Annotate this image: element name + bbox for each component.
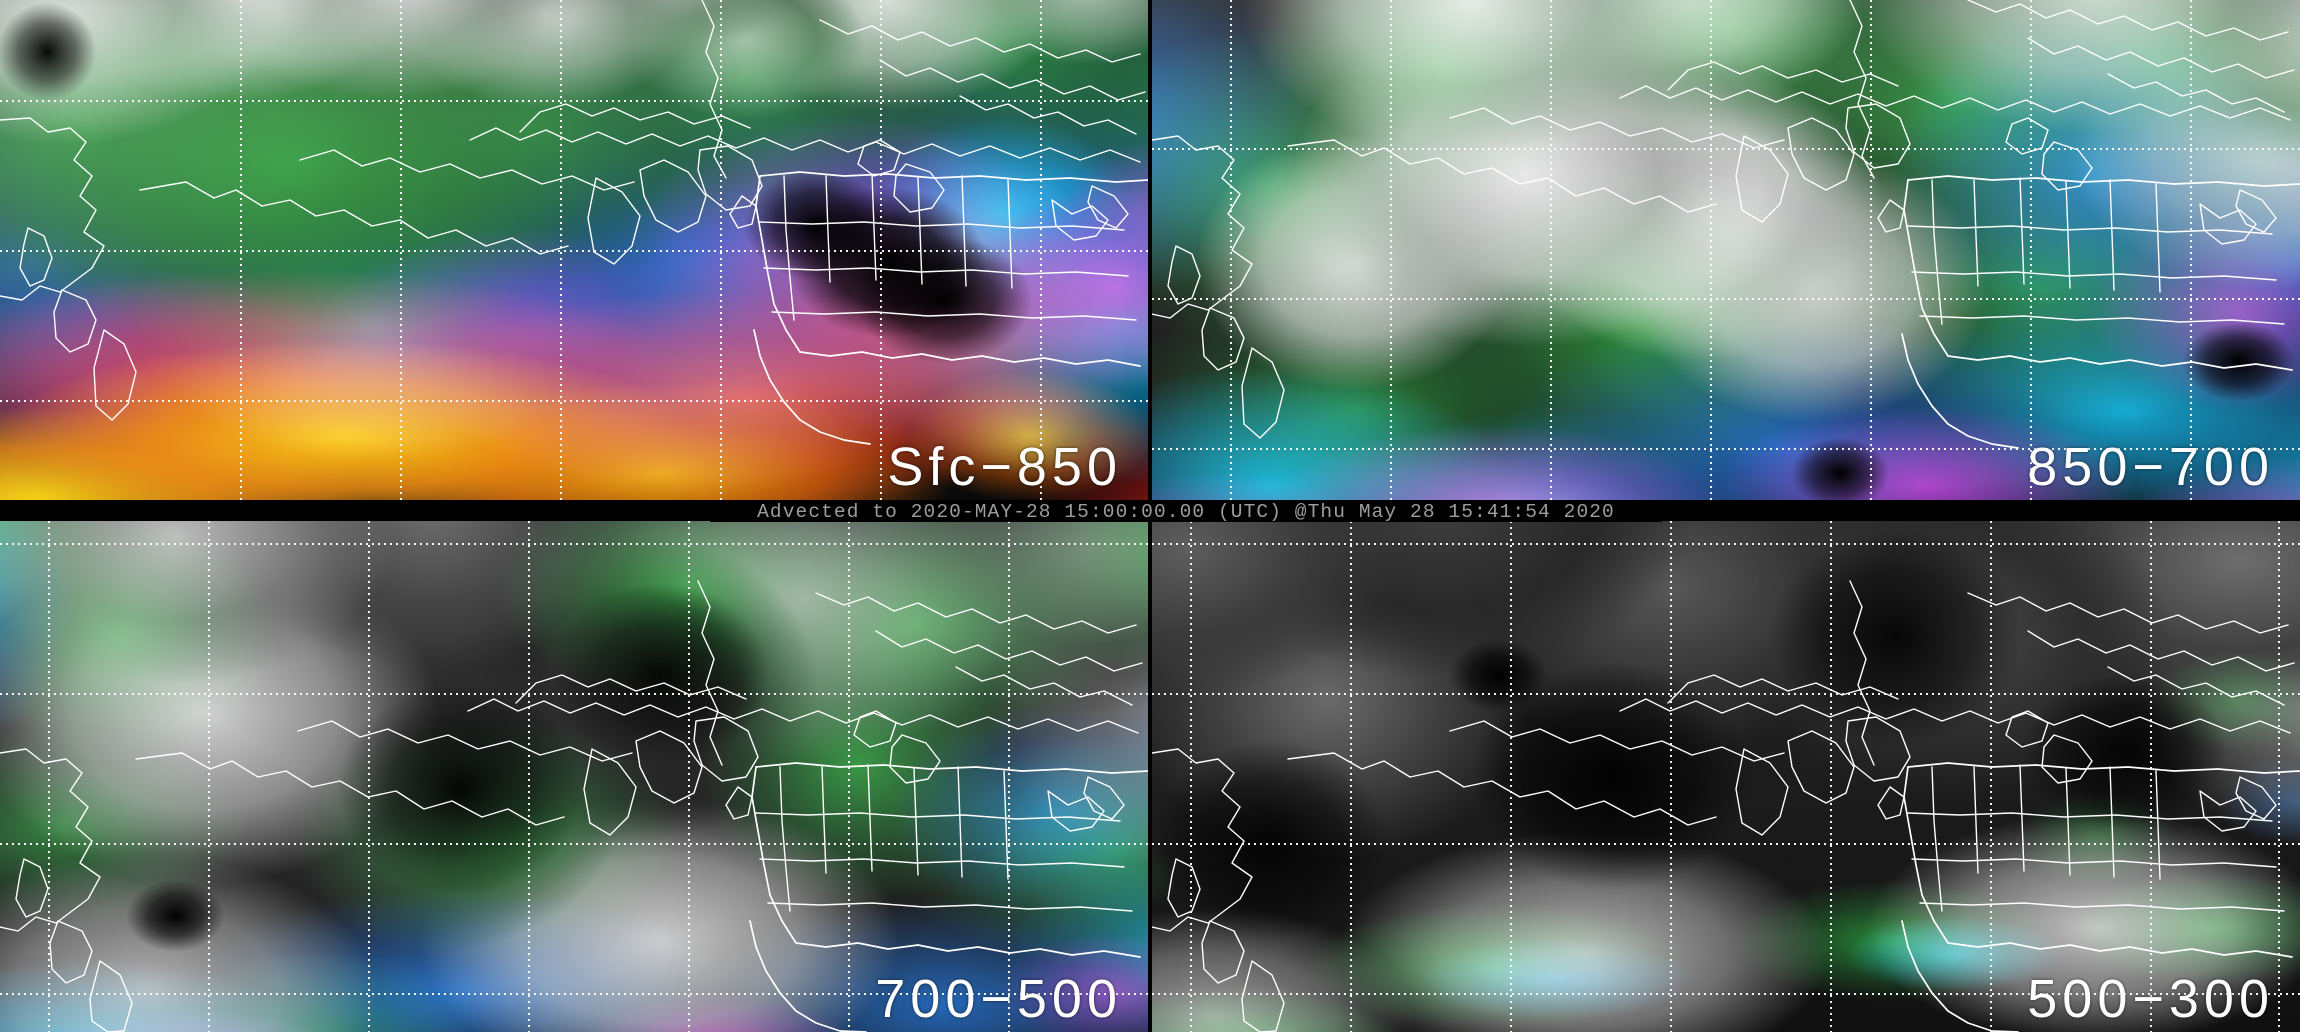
panel-label-500-300: 500−300 — [2027, 969, 2274, 1029]
panel-sfc-850-imagery — [0, 0, 1148, 500]
panel-500-300-imagery — [1152, 521, 2300, 1032]
panel-850-700[interactable]: 850−700 — [1152, 0, 2300, 500]
caption-text: Advected to 2020-MAY-28 15:00:00.00 (UTC… — [757, 501, 1615, 523]
panel-700-500[interactable]: 700−500 — [0, 521, 1148, 1032]
panel-label-700-500: 700−500 — [875, 969, 1122, 1029]
panel-700-500-imagery — [0, 521, 1148, 1032]
dry-slot-overlay — [0, 0, 1148, 500]
panel-500-300[interactable]: 500−300 — [1152, 521, 2300, 1032]
dry-slot-overlay — [0, 521, 1148, 1032]
panel-label-850-700: 850−700 — [2027, 437, 2274, 497]
dry-slot-overlay — [1152, 0, 2300, 500]
timestamp-caption-bar: Advected to 2020-MAY-28 15:00:00.00 (UTC… — [710, 501, 1662, 523]
panel-850-700-imagery — [1152, 0, 2300, 500]
dry-slot-overlay — [1152, 521, 2300, 1032]
panel-sfc-850[interactable]: Sfc−850 — [0, 0, 1148, 500]
panel-label-sfc-850: Sfc−850 — [887, 437, 1122, 497]
